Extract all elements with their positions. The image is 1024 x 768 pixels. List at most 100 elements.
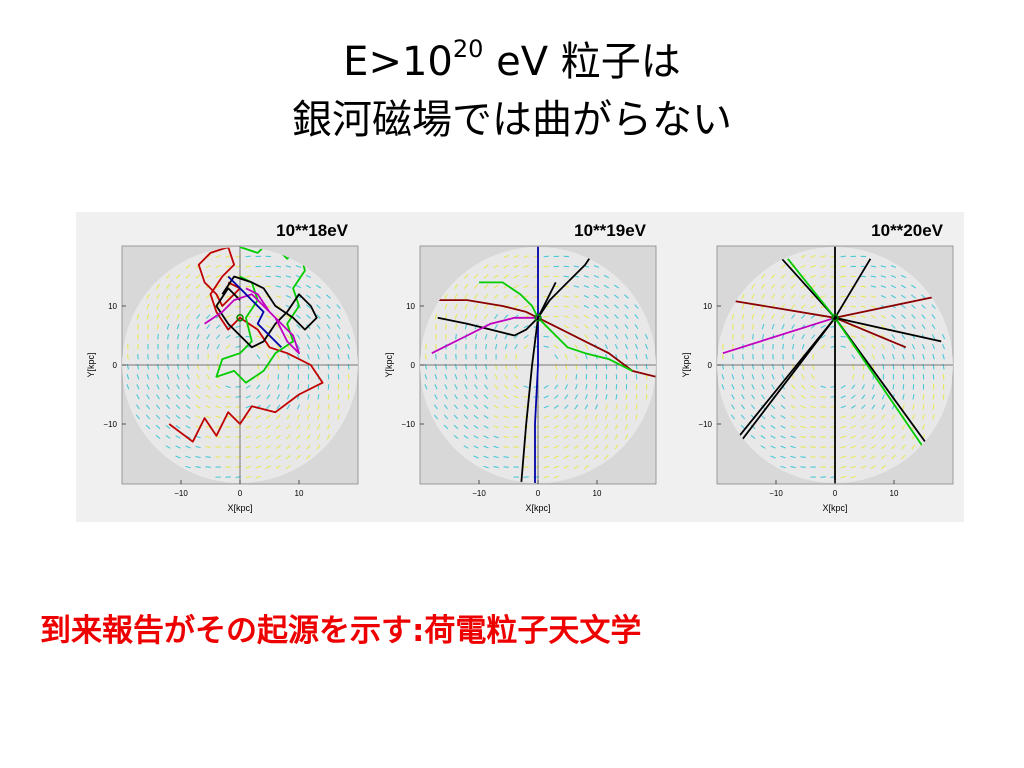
- field-arrow: [901, 334, 906, 340]
- field-arrow: [474, 333, 478, 340]
- field-arrow: [453, 404, 459, 410]
- particle-trajectories: [168, 247, 324, 443]
- field-arrow: [195, 445, 201, 449]
- trajectory-magenta: [431, 316, 538, 355]
- field-arrow: [880, 265, 887, 268]
- field-arrow: [574, 424, 579, 430]
- field-arrow: [245, 465, 251, 469]
- field-arrow: [771, 323, 775, 330]
- field-arrow: [563, 325, 569, 329]
- field-arrow: [277, 374, 280, 380]
- panel-energy-label: 10**20eV: [871, 221, 944, 240]
- field-arrow: [585, 384, 588, 390]
- field-arrow: [215, 274, 221, 279]
- x-tick-label: −10: [174, 489, 188, 498]
- field-arrow: [167, 333, 170, 340]
- field-arrow: [922, 414, 925, 420]
- field-arrow: [286, 394, 290, 400]
- field-arrow: [890, 265, 897, 268]
- field-arrow: [255, 425, 261, 429]
- field-arrow: [464, 313, 468, 320]
- field-arrow: [146, 384, 150, 390]
- field-arrow: [912, 354, 915, 360]
- x-tick-label: 0: [833, 489, 838, 498]
- field-arrow: [573, 295, 580, 298]
- field-arrow: [255, 445, 261, 449]
- field-arrow: [811, 374, 816, 380]
- field-arrow: [515, 354, 518, 360]
- field-arrow: [285, 314, 291, 319]
- field-arrow: [434, 394, 438, 400]
- field-arrow: [473, 394, 479, 400]
- field-arrow: [513, 254, 519, 258]
- field-arrow: [275, 455, 281, 459]
- field-arrow: [195, 394, 201, 400]
- field-arrow: [245, 425, 251, 429]
- field-arrow: [751, 384, 755, 390]
- field-arrow: [880, 314, 886, 319]
- y-tick-label: 0: [113, 361, 118, 370]
- field-arrow: [175, 274, 181, 279]
- field-arrow: [305, 274, 312, 279]
- field-arrow: [543, 465, 549, 469]
- field-arrow: [870, 265, 877, 268]
- field-arrow: [782, 344, 784, 350]
- field-arrow: [267, 374, 270, 380]
- field-arrow: [473, 414, 479, 420]
- field-arrow: [255, 415, 261, 419]
- field-arrow: [624, 324, 629, 330]
- field-arrow: [731, 374, 735, 380]
- field-arrow: [901, 454, 906, 460]
- field-arrow: [890, 274, 897, 279]
- field-arrow: [761, 384, 765, 390]
- field-arrow: [604, 414, 609, 420]
- field-arrow: [503, 384, 509, 390]
- trajectory-magenta: [722, 316, 836, 355]
- field-arrow: [513, 436, 519, 438]
- field-arrow: [751, 374, 755, 380]
- field-arrow: [771, 313, 775, 320]
- field-arrow: [624, 424, 629, 430]
- field-arrow: [215, 436, 221, 438]
- x-tick-label: 10: [593, 489, 602, 498]
- field-arrow: [860, 315, 867, 318]
- field-arrow: [225, 314, 231, 319]
- field-arrow: [337, 404, 340, 410]
- field-arrow: [751, 293, 755, 300]
- field-arrow: [891, 324, 896, 329]
- field-arrow: [740, 414, 746, 420]
- field-arrow: [444, 313, 448, 320]
- field-arrow: [225, 395, 231, 398]
- field-arrow: [317, 354, 320, 360]
- field-arrow: [820, 255, 826, 258]
- field-arrow: [245, 395, 251, 399]
- field-arrow: [265, 424, 271, 429]
- field-arrow: [444, 374, 448, 380]
- field-arrow: [156, 384, 160, 390]
- field-arrow: [156, 303, 160, 310]
- field-arrow: [921, 424, 926, 430]
- field-arrow: [503, 314, 509, 319]
- field-arrow: [594, 414, 599, 420]
- field-arrow: [840, 395, 846, 399]
- field-arrow: [870, 465, 876, 469]
- field-arrow: [286, 424, 291, 430]
- field-arrow: [840, 425, 846, 429]
- field-arrow: [327, 414, 330, 420]
- field-arrow: [931, 314, 936, 320]
- slide-title-line2: 銀河磁場では曲がらない: [292, 97, 732, 143]
- field-arrow: [523, 324, 529, 329]
- field-arrow: [573, 324, 579, 329]
- field-arrow: [593, 314, 599, 319]
- field-arrow: [851, 354, 856, 360]
- field-arrow: [196, 324, 200, 330]
- field-arrow: [563, 275, 570, 278]
- field-arrow: [624, 434, 629, 440]
- field-arrow: [722, 354, 724, 360]
- field-arrow: [780, 294, 786, 299]
- field-arrow: [840, 265, 846, 268]
- field-arrow: [881, 444, 886, 450]
- field-arrow: [850, 394, 856, 400]
- field-arrow: [136, 323, 139, 330]
- field-arrow: [625, 404, 628, 410]
